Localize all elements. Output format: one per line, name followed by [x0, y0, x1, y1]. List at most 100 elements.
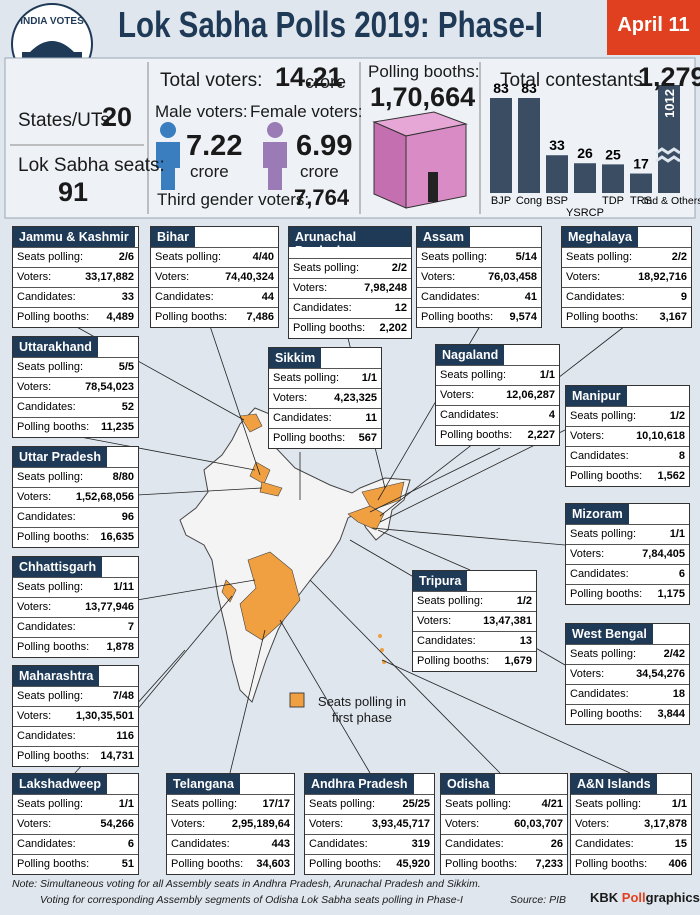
row-value: 33,17,882: [85, 271, 134, 283]
row-value: 33: [121, 291, 134, 303]
state-row: Voters: 33,17,882: [13, 267, 138, 287]
row-value: 2,202: [379, 322, 407, 334]
state-name: Meghalaya: [562, 227, 638, 247]
state-box: Assam Seats polling: 5/14 Voters: 76,03,458 C…: [416, 226, 542, 328]
contestants-total: 1,279: [638, 62, 700, 92]
state-row: Candidates: 4: [436, 405, 559, 425]
state-row: Polling booths: 45,920: [305, 854, 434, 874]
row-value: 9: [680, 291, 687, 303]
row-label: Seats polling:: [17, 251, 84, 263]
value-label: 83: [493, 80, 509, 96]
row-value: 7/48: [112, 690, 134, 702]
row-value: 1/11: [113, 581, 134, 593]
state-row: Candidates: 26: [441, 834, 567, 854]
state-row: Candidates: 8: [566, 446, 689, 466]
state-row: Polling booths: 567: [269, 428, 381, 448]
row-value: 5/14: [515, 251, 537, 263]
row-label: Candidates:: [570, 450, 629, 462]
value-label: 25: [605, 146, 621, 162]
row-label: Seats polling:: [273, 372, 340, 384]
row-label: Voters:: [17, 271, 52, 283]
state-row: Seats polling: 17/17: [167, 794, 294, 814]
row-label: Candidates:: [309, 838, 368, 850]
brand: KBK Pollgraphics: [590, 890, 700, 905]
state-row: Candidates: 41: [417, 287, 541, 307]
state-name: Chhattisgarh: [13, 557, 103, 577]
state-row: Voters: 2,95,189,64: [167, 814, 294, 834]
row-value: 1/1: [539, 369, 555, 381]
row-label: Candidates:: [566, 291, 625, 303]
state-row: Voters: 3,93,45,717: [305, 814, 434, 834]
state-box: Arunachal Pradesh Seats polling: 2/2 Voters…: [288, 226, 412, 339]
row-label: Polling booths:: [171, 858, 244, 870]
row-value: 8: [678, 450, 685, 462]
state-row: Voters: 7,84,405: [566, 544, 689, 564]
row-label: Seats polling:: [575, 798, 642, 810]
row-label: Polling booths:: [155, 311, 228, 323]
row-label: Seats polling:: [17, 798, 84, 810]
category-label: BSP: [546, 195, 568, 207]
leader-line: [136, 487, 263, 496]
bar: [574, 163, 596, 193]
state-row: Polling booths: 1,878: [13, 637, 138, 657]
row-value: 116: [116, 730, 134, 742]
row-label: Seats polling:: [17, 690, 84, 702]
state-name: Tripura: [413, 571, 468, 591]
row-value: 17/17: [262, 798, 290, 810]
row-label: Seats polling:: [445, 798, 512, 810]
row-label: Polling booths:: [570, 588, 643, 600]
state-box: Tripura Seats polling: 1/2 Voters: 13,47,381…: [412, 570, 537, 672]
value-label: 1012: [662, 89, 677, 118]
states-value: 20: [102, 102, 133, 132]
row-value: 51: [121, 858, 134, 870]
state-box: Nagaland Seats polling: 1/1 Voters: 12,06,28…: [435, 344, 560, 446]
row-label: Candidates:: [440, 409, 499, 421]
state-box: Lakshadweep Seats polling: 1/1 Voters: 54,26…: [12, 773, 139, 875]
row-value: 7,233: [535, 858, 563, 870]
state-row: Polling booths: 2,202: [289, 318, 411, 338]
date: April 11: [617, 14, 690, 36]
state-row: Seats polling: 1/1: [566, 524, 689, 544]
male-value: 7.22: [186, 130, 243, 162]
leader-line: [279, 619, 371, 774]
row-value: 1,30,35,501: [75, 710, 134, 722]
row-value: 7,98,248: [364, 282, 407, 294]
state-row: Candidates: 33: [13, 287, 138, 307]
state-name: Uttarakhand: [13, 337, 98, 357]
male-label: Male voters:: [155, 102, 248, 121]
row-value: 319: [411, 838, 430, 850]
female-unit: crore: [300, 162, 339, 181]
state-box: Chhattisgarh Seats polling: 1/11 Voters: 13,…: [12, 556, 139, 658]
state-row: Seats polling: 1/1: [269, 368, 381, 388]
state-name: Odisha: [441, 774, 496, 794]
row-label: Polling booths:: [17, 421, 90, 433]
state-row: Voters: 10,10,618: [566, 426, 689, 446]
row-value: 34,603: [256, 858, 290, 870]
row-value: 1,679: [504, 655, 532, 667]
row-value: 14,731: [100, 750, 134, 762]
row-label: Voters:: [17, 710, 52, 722]
state-row: Voters: 13,77,946: [13, 597, 138, 617]
state-box: Manipur Seats polling: 1/2 Voters: 10,10,618…: [565, 385, 690, 487]
category-label: Ind & Others: [644, 195, 700, 207]
row-label: Candidates:: [570, 688, 629, 700]
brand-c: graphics: [645, 890, 700, 905]
row-value: 1/2: [516, 595, 532, 607]
row-value: 4/21: [541, 798, 563, 810]
state-row: Candidates: 96: [13, 507, 138, 527]
row-label: Polling booths:: [570, 470, 643, 482]
row-value: 2/6: [118, 251, 134, 263]
row-value: 52: [121, 401, 134, 413]
row-label: Candidates:: [17, 838, 76, 850]
row-value: 76,03,458: [488, 271, 537, 283]
state-row: Candidates: 6: [13, 834, 138, 854]
row-label: Polling booths:: [17, 858, 90, 870]
state-row: Polling booths: 14,731: [13, 746, 138, 766]
state-box: Jammu & Kashmir Seats polling: 2/6 Voters: 3…: [12, 226, 139, 328]
state-name: Andhra Pradesh: [305, 774, 414, 794]
row-value: 26: [550, 838, 563, 850]
state-row: Polling booths: 51: [13, 854, 138, 874]
row-label: Voters:: [171, 818, 206, 830]
